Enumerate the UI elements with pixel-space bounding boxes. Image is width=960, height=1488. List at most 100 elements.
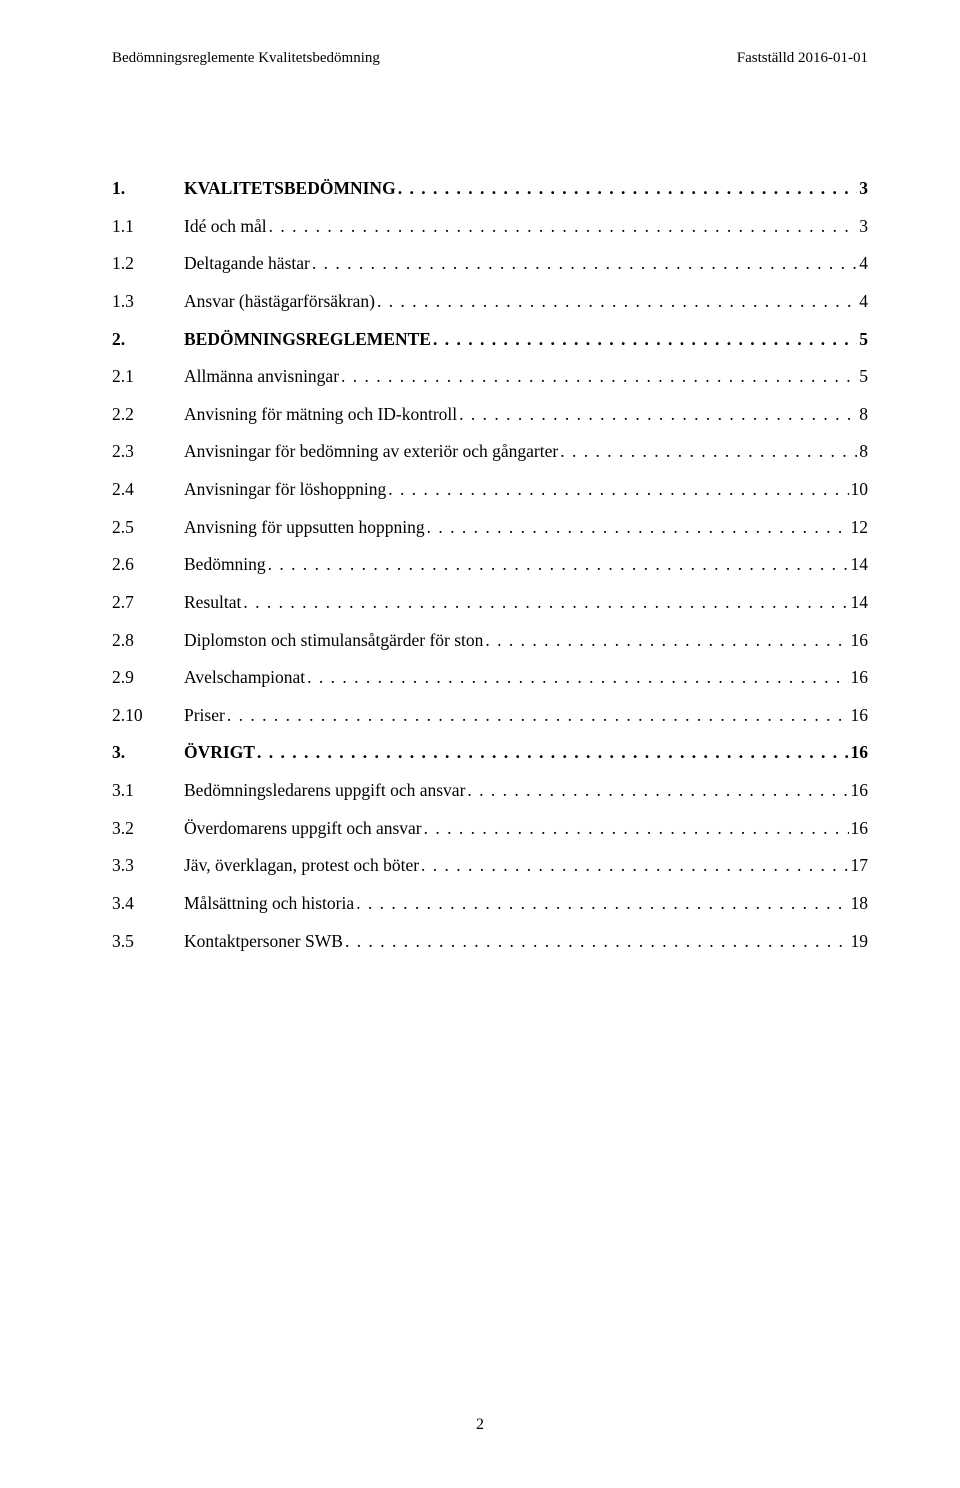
- toc-number: 3.1: [112, 779, 184, 803]
- page-header: Bedömningsreglemente Kvalitetsbedömning …: [112, 50, 868, 67]
- toc-leader-dots: . . . . . . . . . . . . . . . . . . . . …: [354, 892, 848, 916]
- toc-number: 2.10: [112, 704, 184, 728]
- toc-leader-dots: . . . . . . . . . . . . . . . . . . . . …: [310, 252, 857, 276]
- toc-title: Anvisningar för löshoppning: [184, 478, 386, 502]
- toc-title: Ansvar (hästägarförsäkran): [184, 290, 375, 314]
- toc-leader-dots: . . . . . . . . . . . . . . . . . . . . …: [266, 553, 849, 577]
- toc-number: 3.4: [112, 892, 184, 916]
- toc-title: Anvisning för uppsutten hoppning: [184, 516, 425, 540]
- toc-title: Idé och mål: [184, 215, 267, 239]
- toc-number: 3.5: [112, 930, 184, 954]
- toc-leader-dots: . . . . . . . . . . . . . . . . . . . . …: [483, 629, 848, 653]
- toc-row: 2.8Diplomston och stimulansåtgärder för …: [112, 629, 868, 653]
- toc-row: 3.2Överdomarens uppgift och ansvar. . . …: [112, 817, 868, 841]
- toc-leader-dots: . . . . . . . . . . . . . . . . . . . . …: [343, 930, 849, 954]
- toc-leader-dots: . . . . . . . . . . . . . . . . . . . . …: [465, 779, 848, 803]
- toc-number: 2.9: [112, 666, 184, 690]
- toc-page: 5: [857, 328, 868, 352]
- toc-row: 2.7Resultat. . . . . . . . . . . . . . .…: [112, 591, 868, 615]
- toc-title: ÖVRIGT: [184, 741, 255, 765]
- toc-title: BEDÖMNINGSREGLEMENTE: [184, 328, 431, 352]
- toc-row: 2.BEDÖMNINGSREGLEMENTE. . . . . . . . . …: [112, 328, 868, 352]
- toc-title: Kontaktpersoner SWB: [184, 930, 343, 954]
- page-number: 2: [0, 1416, 960, 1434]
- toc-leader-dots: . . . . . . . . . . . . . . . . . . . . …: [375, 290, 857, 314]
- toc-leader-dots: . . . . . . . . . . . . . . . . . . . . …: [425, 516, 849, 540]
- toc-number: 2.7: [112, 591, 184, 615]
- toc-number: 2.5: [112, 516, 184, 540]
- toc-leader-dots: . . . . . . . . . . . . . . . . . . . . …: [267, 215, 858, 239]
- table-of-contents: 1.KVALITETSBEDÖMNING. . . . . . . . . . …: [112, 177, 868, 953]
- toc-row: 2.6Bedömning. . . . . . . . . . . . . . …: [112, 553, 868, 577]
- toc-row: 1.3Ansvar (hästägarförsäkran). . . . . .…: [112, 290, 868, 314]
- toc-row: 3.ÖVRIGT. . . . . . . . . . . . . . . . …: [112, 741, 868, 765]
- toc-page: 8: [857, 403, 868, 427]
- toc-title: Deltagande hästar: [184, 252, 310, 276]
- toc-row: 1.KVALITETSBEDÖMNING. . . . . . . . . . …: [112, 177, 868, 201]
- toc-leader-dots: . . . . . . . . . . . . . . . . . . . . …: [419, 854, 848, 878]
- toc-page: 16: [849, 666, 869, 690]
- toc-number: 2.3: [112, 440, 184, 464]
- toc-title: Målsättning och historia: [184, 892, 354, 916]
- toc-row: 2.5Anvisning för uppsutten hoppning. . .…: [112, 516, 868, 540]
- toc-row: 2.9Avelschampionat. . . . . . . . . . . …: [112, 666, 868, 690]
- toc-page: 17: [849, 854, 869, 878]
- toc-leader-dots: . . . . . . . . . . . . . . . . . . . . …: [386, 478, 848, 502]
- toc-row: 2.4Anvisningar för löshoppning. . . . . …: [112, 478, 868, 502]
- page: Bedömningsreglemente Kvalitetsbedömning …: [0, 0, 960, 1488]
- toc-leader-dots: . . . . . . . . . . . . . . . . . . . . …: [457, 403, 857, 427]
- toc-title: Allmänna anvisningar: [184, 365, 339, 389]
- toc-number: 3.2: [112, 817, 184, 841]
- toc-page: 16: [849, 779, 869, 803]
- toc-number: 1.1: [112, 215, 184, 239]
- toc-number: 2.: [112, 328, 184, 352]
- toc-row: 1.2Deltagande hästar. . . . . . . . . . …: [112, 252, 868, 276]
- toc-page: 4: [857, 290, 868, 314]
- toc-page: 16: [849, 817, 869, 841]
- toc-page: 4: [857, 252, 868, 276]
- toc-number: 2.2: [112, 403, 184, 427]
- toc-title: Resultat: [184, 591, 241, 615]
- toc-number: 2.1: [112, 365, 184, 389]
- toc-leader-dots: . . . . . . . . . . . . . . . . . . . . …: [431, 328, 857, 352]
- toc-page: 19: [849, 930, 869, 954]
- toc-row: 2.2Anvisning för mätning och ID-kontroll…: [112, 403, 868, 427]
- toc-page: 14: [849, 553, 869, 577]
- toc-title: Priser: [184, 704, 225, 728]
- toc-number: 1.2: [112, 252, 184, 276]
- toc-number: 2.6: [112, 553, 184, 577]
- toc-row: 1.1Idé och mål. . . . . . . . . . . . . …: [112, 215, 868, 239]
- toc-leader-dots: . . . . . . . . . . . . . . . . . . . . …: [396, 177, 858, 201]
- toc-title: Bedömning: [184, 553, 266, 577]
- toc-row: 2.1Allmänna anvisningar. . . . . . . . .…: [112, 365, 868, 389]
- toc-leader-dots: . . . . . . . . . . . . . . . . . . . . …: [339, 365, 857, 389]
- toc-page: 12: [849, 516, 869, 540]
- toc-title: Avelschampionat: [184, 666, 305, 690]
- toc-title: Anvisningar för bedömning av exteriör oc…: [184, 440, 558, 464]
- toc-page: 16: [849, 629, 869, 653]
- toc-title: Anvisning för mätning och ID-kontroll: [184, 403, 457, 427]
- toc-leader-dots: . . . . . . . . . . . . . . . . . . . . …: [422, 817, 849, 841]
- header-left: Bedömningsreglemente Kvalitetsbedömning: [112, 50, 380, 67]
- toc-leader-dots: . . . . . . . . . . . . . . . . . . . . …: [255, 741, 849, 765]
- toc-page: 16: [849, 741, 869, 765]
- toc-row: 3.5Kontaktpersoner SWB. . . . . . . . . …: [112, 930, 868, 954]
- toc-page: 5: [857, 365, 868, 389]
- toc-number: 1.: [112, 177, 184, 201]
- toc-row: 3.3Jäv, överklagan, protest och böter. .…: [112, 854, 868, 878]
- toc-leader-dots: . . . . . . . . . . . . . . . . . . . . …: [225, 704, 849, 728]
- toc-number: 3.: [112, 741, 184, 765]
- toc-title: Diplomston och stimulansåtgärder för sto…: [184, 629, 483, 653]
- toc-number: 2.4: [112, 478, 184, 502]
- toc-number: 1.3: [112, 290, 184, 314]
- header-right: Fastställd 2016-01-01: [737, 50, 868, 67]
- toc-page: 10: [849, 478, 869, 502]
- toc-row: 3.1Bedömningsledarens uppgift och ansvar…: [112, 779, 868, 803]
- toc-title: Bedömningsledarens uppgift och ansvar: [184, 779, 465, 803]
- toc-page: 3: [857, 215, 868, 239]
- toc-leader-dots: . . . . . . . . . . . . . . . . . . . . …: [305, 666, 848, 690]
- toc-number: 2.8: [112, 629, 184, 653]
- toc-row: 2.3Anvisningar för bedömning av exteriör…: [112, 440, 868, 464]
- toc-number: 3.3: [112, 854, 184, 878]
- toc-page: 14: [849, 591, 869, 615]
